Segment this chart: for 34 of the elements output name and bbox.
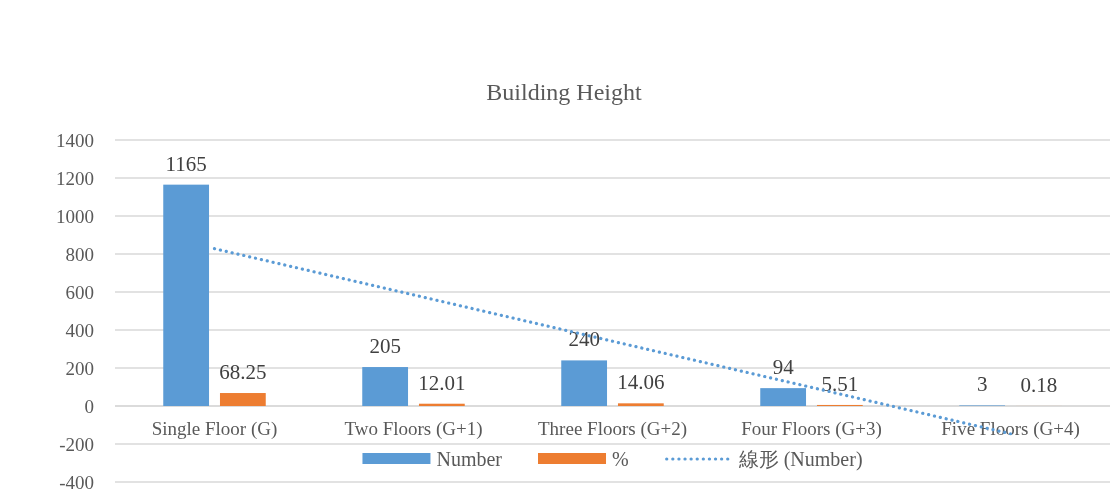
bar	[362, 367, 409, 406]
x-tick-label: Single Floor (G)	[151, 418, 278, 441]
data-label: 0.18	[1020, 372, 1058, 397]
chart-title: Building Height	[486, 79, 642, 105]
y-tick-label: 1000	[56, 205, 94, 227]
legend-label: 線形 (Number)	[737, 448, 863, 471]
data-label: 68.25	[219, 360, 267, 385]
data-label: 12.01	[418, 370, 466, 395]
legend-label: Number	[436, 448, 503, 470]
data-label: 3	[976, 372, 988, 397]
bar	[760, 388, 807, 406]
y-tick-label: 0	[84, 395, 94, 417]
x-tick-label: Two Floors (G+1)	[344, 418, 483, 441]
y-tick-label: -200	[59, 433, 94, 455]
legend-label: %	[612, 448, 629, 470]
y-tick-label: -400	[59, 471, 94, 491]
data-label: 14.06	[617, 370, 665, 395]
bar	[219, 393, 266, 406]
data-label: 94	[772, 355, 795, 380]
y-tick-label: 200	[65, 357, 94, 379]
y-tick-label: 1400	[56, 129, 94, 151]
data-label: 5.51	[821, 371, 859, 396]
data-label: 1165	[165, 151, 207, 176]
y-tick-label: 800	[65, 243, 94, 265]
bar	[561, 360, 608, 406]
y-tick-label: 400	[65, 319, 94, 341]
x-tick-label: Four Floors (G+3)	[741, 418, 882, 441]
data-label: 240	[568, 327, 600, 352]
x-tick-label: Three Floors (G+2)	[538, 418, 687, 441]
y-tick-label: 600	[65, 281, 94, 303]
bar	[163, 184, 210, 406]
data-label: 205	[369, 334, 401, 359]
bar	[617, 403, 664, 406]
y-tick-label: 1200	[56, 167, 94, 189]
